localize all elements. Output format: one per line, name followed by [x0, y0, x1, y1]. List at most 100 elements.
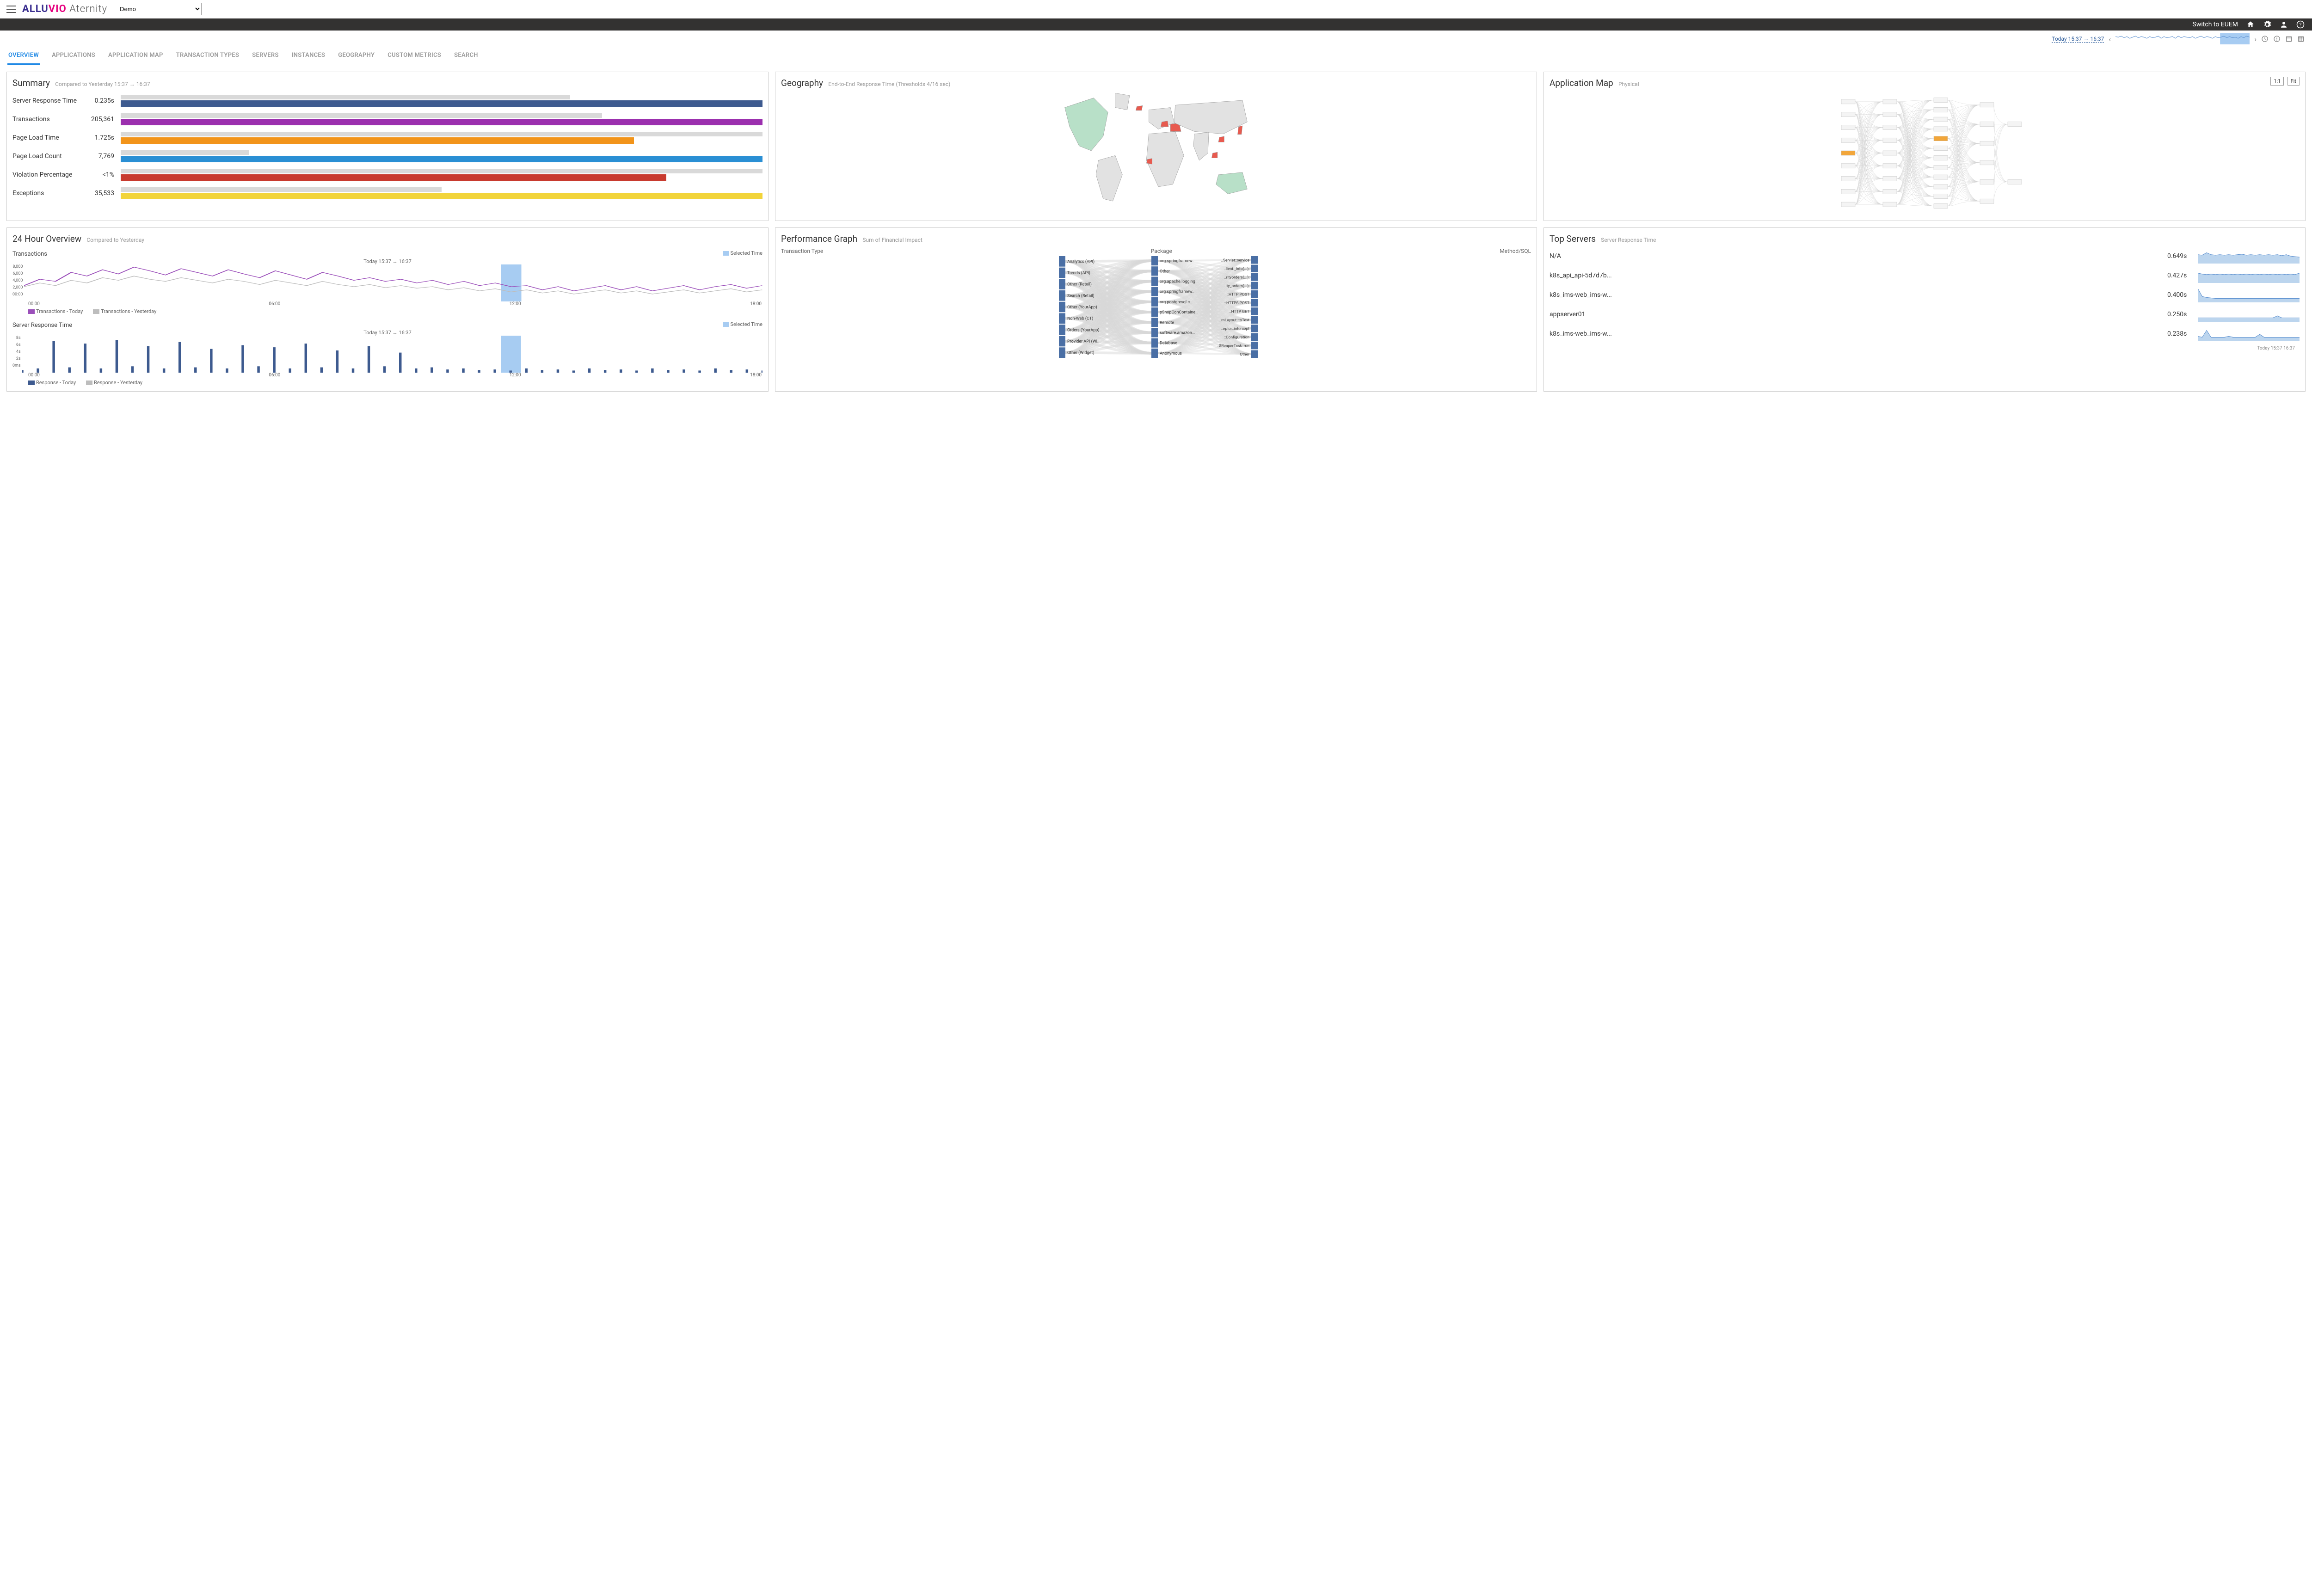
time-next-icon[interactable]: › — [2254, 35, 2257, 43]
time-range-picker[interactable]: Today 15:37 → 16:37 — [2052, 36, 2104, 43]
chart2-legend: Response - Today Response - Yesterday — [12, 380, 762, 386]
svg-text:Orders (YourApp): Orders (YourApp) — [1067, 327, 1100, 332]
svg-text:..lient._info(...);: ..lient._info(...); — [1224, 266, 1249, 271]
geography-panel: Geography End-to-End Response Time (Thre… — [775, 72, 1537, 221]
svg-text:org.postgresql.c..: org.postgresql.c.. — [1160, 300, 1192, 305]
overview24-panel: 24 Hour Overview Compared to Yesterday T… — [6, 227, 769, 392]
server-sparkline — [2198, 288, 2300, 302]
svg-text:..rityorders(...);: ..rityorders(...); — [1224, 275, 1249, 280]
world-map[interactable] — [781, 88, 1531, 213]
dashboard-grid: Summary Compared to Yesterday 15:37 → 16… — [0, 65, 2312, 398]
tenant-select[interactable]: Demo — [114, 3, 202, 15]
transactions-chart[interactable] — [24, 264, 762, 301]
metric-label: Exceptions — [12, 190, 86, 197]
svg-text:Remote: Remote — [1160, 320, 1174, 325]
tab-custom-metrics[interactable]: CUSTOM METRICS — [387, 47, 442, 65]
sankey-chart[interactable]: Analytics (API)Trends (API)Other (Retail… — [781, 256, 1531, 358]
tab-transaction-types[interactable]: TRANSACTION TYPES — [175, 47, 240, 65]
server-sparkline — [2198, 268, 2300, 283]
panel-subtitle: Physical — [1618, 81, 1639, 87]
metric-label: Page Load Count — [12, 153, 86, 160]
topserver-row[interactable]: N/A 0.649s — [1550, 249, 2300, 264]
home-icon[interactable] — [2246, 20, 2255, 29]
topservers-panel: Top Servers Server Response Time N/A 0.6… — [1543, 227, 2306, 392]
perfgraph-panel: Performance Graph Sum of Financial Impac… — [775, 227, 1537, 392]
panel-subtitle: Server Response Time — [1601, 237, 1656, 243]
tab-geography[interactable]: GEOGRAPHY — [337, 47, 375, 65]
panel-title: Summary — [12, 78, 50, 88]
metric-label: Violation Percentage — [12, 171, 86, 178]
server-name: k8s_ims-web_ims-w... — [1550, 330, 2163, 338]
response-time-chart[interactable] — [22, 336, 762, 373]
panel-subtitle: Sum of Financial Impact — [862, 237, 922, 243]
server-value: 0.250s — [2167, 311, 2193, 318]
hamburger-icon[interactable] — [6, 6, 16, 13]
server-value: 0.649s — [2167, 252, 2193, 260]
svg-text:::Configuration: ::Configuration — [1224, 335, 1249, 340]
switch-euem-link[interactable]: Switch to EUEM — [2193, 21, 2238, 28]
tab-application-map[interactable]: APPLICATION MAP — [107, 47, 164, 65]
chart-range-label: Today 15:37 → 16:37 — [12, 258, 762, 264]
help-icon[interactable]: ? — [2296, 20, 2305, 29]
server-sparkline — [2198, 307, 2300, 322]
application-map-chart[interactable] — [1550, 88, 2300, 213]
server-value: 0.427s — [2167, 272, 2193, 279]
metric-bar — [121, 113, 762, 125]
svg-text:Analytics (API): Analytics (API) — [1067, 259, 1095, 264]
server-sparkline — [2198, 249, 2300, 264]
tab-instances[interactable]: INSTANCES — [291, 47, 326, 65]
svg-text:Other (Widget): Other (Widget) — [1067, 350, 1094, 356]
tab-search[interactable]: SEARCH — [453, 47, 479, 65]
gear-icon[interactable] — [2263, 20, 2271, 29]
topserver-row[interactable]: k8s_api_api-5d7d7b... 0.427s — [1550, 268, 2300, 283]
metric-bar — [121, 187, 762, 199]
topserver-row[interactable]: k8s_ims-web_ims-w... 0.238s — [1550, 326, 2300, 341]
svg-text:Search (Retail): Search (Retail) — [1067, 293, 1095, 298]
topserver-row[interactable]: k8s_ims-web_ims-w... 0.400s — [1550, 288, 2300, 302]
svg-text:Provider API (Wi..: Provider API (Wi.. — [1067, 339, 1100, 344]
appmap-zoom-1to1-button[interactable]: 1:1 — [2270, 77, 2284, 86]
panel-subtitle: Compared to Yesterday 15:37 → 16:37 — [55, 81, 150, 87]
calendar-week-icon[interactable] — [2297, 35, 2305, 43]
svg-text:Trends (API): Trends (API) — [1067, 270, 1090, 276]
time-bar: Today 15:37 → 16:37 ‹ › — [0, 31, 2312, 47]
clock-alert-icon[interactable] — [2273, 35, 2281, 43]
panel-title: Top Servers — [1550, 233, 1596, 244]
selected-time-legend: Selected Time — [723, 250, 763, 256]
brand-logo: ALLUVIO Aternity — [22, 3, 107, 15]
chart-title: Server Response Time — [12, 322, 72, 329]
appmap-fit-button[interactable]: Fit — [2287, 77, 2300, 86]
svg-text:::HTTPS POST: ::HTTPS POST — [1224, 301, 1249, 306]
svg-text:..ity_orders(...);: ..ity_orders(...); — [1224, 283, 1249, 289]
sankey-headers: Transaction TypePackageMethod/SQL — [781, 248, 1531, 254]
top-bar: ALLUVIO Aternity Demo — [0, 0, 2312, 18]
calendar-day-icon[interactable] — [2285, 35, 2293, 43]
selected-time-legend: Selected Time — [723, 321, 763, 327]
tab-overview[interactable]: OVERVIEW — [7, 47, 40, 65]
metric-value: 205,361 — [86, 116, 114, 123]
metric-value: 0.235s — [86, 97, 114, 104]
svg-text:?: ? — [2300, 22, 2302, 28]
metric-bar — [121, 169, 762, 181]
topservers-footer: Today 15:37 16:37 — [1550, 346, 2300, 351]
time-sparkline[interactable] — [2115, 33, 2250, 44]
panel-title: Geography — [781, 78, 823, 88]
time-prev-icon[interactable]: ‹ — [2109, 35, 2111, 43]
svg-text:software.amazon...: software.amazon... — [1160, 331, 1195, 336]
panel-title: 24 Hour Overview — [12, 233, 81, 244]
metric-bar — [121, 132, 762, 144]
svg-text:Database: Database — [1160, 341, 1177, 346]
clock-icon[interactable] — [2261, 35, 2269, 43]
panel-title: Performance Graph — [781, 233, 857, 244]
svg-text:..Servlet::service: ..Servlet::service — [1221, 258, 1249, 263]
tab-applications[interactable]: APPLICATIONS — [51, 47, 96, 65]
panel-title: Application Map — [1550, 78, 1613, 88]
tab-servers[interactable]: SERVERS — [251, 47, 279, 65]
svg-text:..rnLayout::toText: ..rnLayout::toText — [1219, 318, 1250, 323]
metric-value: 35,533 — [86, 190, 114, 197]
server-value: 0.400s — [2167, 291, 2193, 299]
topserver-row[interactable]: appserver01 0.250s — [1550, 307, 2300, 322]
summary-panel: Summary Compared to Yesterday 15:37 → 16… — [6, 72, 769, 221]
user-icon[interactable] — [2280, 20, 2288, 29]
svg-text:..eptor::intercept: ..eptor::intercept — [1221, 326, 1249, 331]
